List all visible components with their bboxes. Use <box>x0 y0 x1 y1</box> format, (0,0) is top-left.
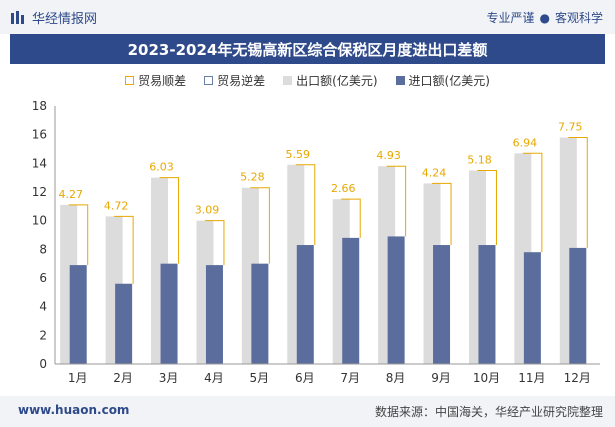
surplus-data-label: 3.09 <box>195 204 220 217</box>
x-tick-label: 10月 <box>473 371 500 385</box>
surplus-bracket <box>386 165 407 237</box>
surplus-data-label: 4.27 <box>58 188 83 201</box>
legend-swatch-deficit <box>204 75 214 85</box>
legend-swatch-surplus <box>125 75 135 85</box>
x-tick-label: 1月 <box>68 371 88 385</box>
y-tick-label: 14 <box>32 156 47 170</box>
brand[interactable]: 华经情报网 <box>10 8 97 27</box>
y-tick-label: 2 <box>39 328 47 342</box>
import-bar <box>569 247 587 364</box>
y-tick-label: 18 <box>32 99 47 113</box>
tagline-separator: ● <box>539 11 550 25</box>
x-tick-label: 11月 <box>518 371 545 385</box>
surplus-bracket <box>159 177 180 264</box>
legend-item-deficit[interactable]: 贸易逆差 <box>204 72 265 89</box>
surplus-bracket <box>341 198 361 238</box>
surplus-data-label: 5.18 <box>467 154 492 167</box>
legend-swatch-export <box>283 75 293 85</box>
x-tick-label: 7月 <box>340 371 360 385</box>
import-bar <box>115 283 133 364</box>
import-bar <box>296 245 314 364</box>
x-tick-label: 2月 <box>113 371 133 385</box>
import-bar <box>433 245 451 364</box>
y-tick-label: 10 <box>32 214 47 228</box>
import-bar <box>523 252 541 364</box>
import-bar <box>160 263 178 364</box>
legend-item-import[interactable]: 进口额(亿美元) <box>395 72 490 89</box>
y-tick-label: 8 <box>39 242 47 256</box>
import-bar <box>69 265 87 364</box>
legend-label-surplus: 贸易顺差 <box>138 73 187 88</box>
y-tick-label: 16 <box>32 128 47 142</box>
surplus-data-label: 5.28 <box>240 171 265 184</box>
tagline-left: 专业严谨 <box>486 11 535 25</box>
import-bar <box>205 265 223 364</box>
surplus-bracket <box>114 215 134 284</box>
legend-label-import: 进口额(亿美元) <box>408 73 490 88</box>
site-name: 华经情报网 <box>32 12 98 27</box>
bar-chart: 0 2 4 6 8 10 12 14 16 18 4.27 1月 4.72 2月 6.03 3月 3.09 4月 5… <box>32 99 600 385</box>
x-tick-label: 4月 <box>204 371 224 385</box>
surplus-bracket <box>477 170 497 246</box>
y-tick-label: 6 <box>39 271 47 285</box>
y-tick-label: 4 <box>39 300 47 314</box>
legend-swatch-import <box>395 75 405 85</box>
surplus-data-label: 6.03 <box>149 161 174 174</box>
chart-title: 2023-2024年无锡高新区综合保税区月度进出口差额 <box>127 40 488 59</box>
y-tick-label: 0 <box>39 357 47 371</box>
import-bar <box>387 236 405 364</box>
logo-icon <box>11 10 24 24</box>
x-tick-label: 9月 <box>431 371 451 385</box>
footer-url[interactable]: www.huaon.com <box>18 403 130 417</box>
y-tick-label: 12 <box>32 185 47 199</box>
top-bar: 华经情报网 专业严谨 ● 客观科学 <box>0 0 615 34</box>
surplus-data-label: 6.94 <box>513 136 538 149</box>
surplus-bracket <box>295 164 316 246</box>
surplus-data-label: 7.75 <box>558 121 583 134</box>
tagline: 专业严谨 ● 客观科学 <box>486 9 603 26</box>
surplus-data-label: 4.72 <box>104 199 129 212</box>
x-tick-label: 3月 <box>159 371 179 385</box>
import-bar <box>478 245 496 364</box>
x-tick-label: 12月 <box>564 371 591 385</box>
legend-label-deficit: 贸易逆差 <box>217 73 266 88</box>
tagline-right: 客观科学 <box>554 11 603 25</box>
x-tick-label: 8月 <box>386 371 406 385</box>
x-tick-label: 6月 <box>295 371 315 385</box>
surplus-bracket <box>568 137 588 248</box>
footer: www.huaon.com 数据来源：中国海关，华经产业研究院整理 <box>0 396 615 427</box>
surplus-bracket <box>432 182 452 246</box>
data-source: 数据来源：中国海关，华经产业研究院整理 <box>374 405 603 419</box>
chart-legend: 贸易顺差 贸易逆差 出口额(亿美元) 进口额(亿美元) <box>0 70 615 90</box>
legend-item-surplus[interactable]: 贸易顺差 <box>125 72 186 89</box>
legend-item-export[interactable]: 出口额(亿美元) <box>283 72 378 89</box>
surplus-data-label: 2.66 <box>331 182 356 195</box>
legend-label-export: 出口额(亿美元) <box>296 73 378 88</box>
surplus-bracket <box>204 220 225 266</box>
import-bar <box>251 263 269 364</box>
surplus-bracket <box>68 204 89 266</box>
surplus-data-label: 4.24 <box>422 166 447 179</box>
surplus-bracket <box>522 152 543 253</box>
x-tick-label: 5月 <box>250 371 270 385</box>
surplus-data-label: 4.93 <box>376 149 401 162</box>
surplus-bracket <box>250 187 270 264</box>
surplus-data-label: 5.59 <box>286 148 311 161</box>
title-band: 2023-2024年无锡高新区综合保税区月度进出口差额 <box>10 34 605 64</box>
import-bar <box>342 237 360 364</box>
